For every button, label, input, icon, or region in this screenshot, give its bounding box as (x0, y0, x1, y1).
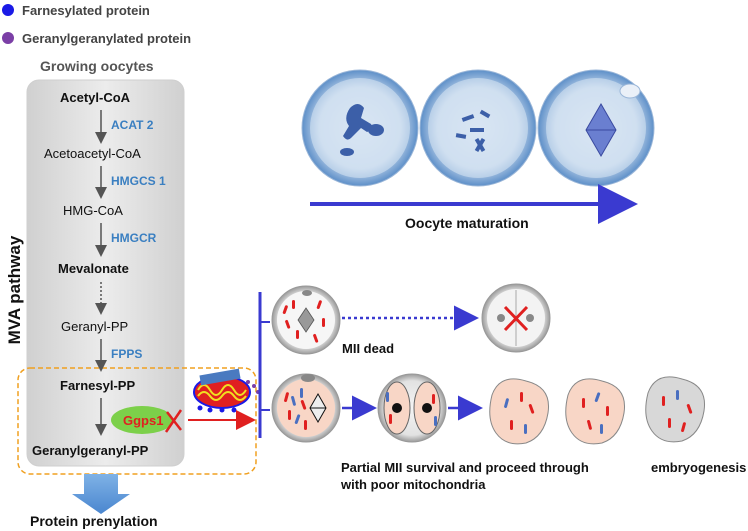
mii-dead-label: MII dead (342, 341, 394, 356)
ggps1-ellipse (111, 406, 173, 434)
mitochondria-cluster-icon (193, 368, 260, 413)
step-farnesyl-pp: Farnesyl-PP (60, 378, 135, 393)
legend: Farnesylated protein Geranylgeranylated … (2, 3, 191, 46)
farnesylated-legend-dot (2, 4, 14, 16)
maturation-oocytes (301, 69, 655, 187)
mii-oocyte-dying (271, 285, 341, 355)
embryo-stage-3 (645, 376, 706, 443)
ggps1-knockout: Ggps1 (111, 406, 183, 434)
step-hmg-coa: HMG-CoA (63, 203, 123, 218)
growing-oocytes-title: Growing oocytes (40, 58, 154, 74)
step-geranylgeranyl-pp: Geranylgeranyl-PP (32, 443, 149, 458)
survival-label-line2: with poor mitochondria (340, 477, 486, 492)
condensed-chromosomes-icon (455, 109, 491, 153)
mii-oocyte-survival (271, 373, 341, 443)
farnesylated-legend-label: Farnesylated protein (22, 3, 150, 18)
step-geranyl-pp: Geranyl-PP (61, 319, 128, 334)
embryo-stage-1 (489, 378, 550, 445)
prenylation-highlight (17, 367, 257, 475)
enzyme-hmgcs1: HMGCS 1 (111, 174, 166, 188)
oocyte-maturation-label: Oocyte maturation (405, 215, 529, 231)
two-cell-embryo (377, 373, 447, 443)
enzyme-acat2: ACAT 2 (111, 118, 154, 132)
enzyme-hmgcr: HMGCR (111, 231, 157, 245)
knockout-cross-icon (164, 409, 183, 433)
step-acetoacetyl-coa: Acetoacetyl-CoA (44, 146, 141, 161)
step-mevalonate: Mevalonate (58, 261, 129, 276)
step-acetyl-coa: Acetyl-CoA (60, 90, 131, 105)
geranylgeranylated-legend-dot (2, 32, 14, 44)
dead-cross-icon (503, 305, 529, 332)
polar-body-icon (619, 83, 641, 99)
mva-pathway-label: MVA pathway (5, 235, 24, 344)
ggps1-label: Ggps1 (123, 413, 163, 428)
protein-prenylation-label: Protein prenylation (30, 513, 158, 529)
embryogenesis-label: embryogenesis (651, 460, 746, 475)
big-down-arrow-icon (72, 474, 130, 514)
dead-embryo (481, 283, 551, 353)
embryo-stage-2 (565, 378, 626, 445)
survival-label-line1: Partial MII survival and proceed through (341, 460, 589, 475)
enzyme-fpps: FPPS (111, 347, 142, 361)
pathway-box (26, 79, 185, 467)
geranylgeranylated-legend-label: Geranylgeranylated protein (22, 31, 191, 46)
chromatin-icon (343, 104, 373, 140)
